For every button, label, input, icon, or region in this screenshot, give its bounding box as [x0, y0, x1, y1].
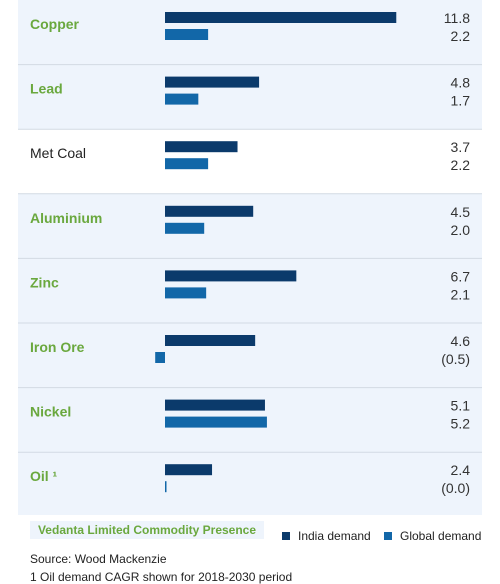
category-label: Oil ¹ — [30, 468, 58, 484]
row-background — [18, 0, 482, 65]
global-demand-value: (0.5) — [441, 351, 470, 367]
india-demand-value: 6.7 — [451, 268, 471, 284]
global-demand-bar — [165, 481, 167, 493]
legend-india-label: India demand — [298, 529, 371, 543]
row-background — [18, 64, 482, 130]
global-demand-bar — [165, 93, 199, 105]
global-demand-value: 5.2 — [451, 416, 471, 432]
row-background — [18, 452, 482, 515]
legend-global-swatch — [384, 532, 392, 540]
oil-footnote: 1 Oil demand CAGR shown for 2018-2030 pe… — [30, 570, 293, 584]
india-demand-value: 2.4 — [451, 462, 471, 478]
global-demand-value: 2.1 — [451, 286, 471, 302]
global-demand-bar — [165, 29, 209, 40]
global-demand-bar — [165, 416, 267, 428]
legend-global-label: Global demand — [400, 529, 482, 543]
global-demand-bar — [155, 352, 165, 363]
india-demand-bar — [165, 335, 256, 346]
category-label: Met Coal — [30, 145, 86, 161]
category-label: Nickel — [30, 404, 71, 420]
india-demand-value: 4.8 — [451, 75, 471, 91]
global-demand-bar — [165, 287, 207, 299]
india-demand-value: 11.8 — [444, 10, 470, 26]
india-demand-bar — [165, 141, 238, 153]
source-note: Source: Wood Mackenzie — [30, 552, 167, 566]
row-background — [18, 193, 482, 259]
presence-legend: Vedanta Limited Commodity Presence — [30, 521, 264, 539]
global-demand-bar — [165, 222, 205, 234]
global-demand-value: 2.0 — [451, 222, 471, 238]
commodity-demand-chart: Copper 11.8 2.2 Lead 4.8 1.7 Met Coal 3.7 2.2 Alu… — [18, 0, 482, 515]
global-demand-value: 1.7 — [451, 93, 471, 109]
global-demand-value: (0.0) — [441, 480, 470, 496]
india-demand-value: 5.1 — [451, 398, 471, 414]
row-background — [18, 323, 482, 388]
india-demand-bar — [165, 205, 254, 217]
india-demand-bar — [165, 76, 260, 88]
row-background — [18, 258, 482, 323]
global-demand-bar — [165, 158, 209, 170]
india-demand-bar — [165, 12, 397, 23]
india-demand-bar — [165, 464, 213, 476]
global-demand-value: 2.2 — [451, 157, 471, 173]
india-demand-value: 4.6 — [451, 333, 471, 349]
india-demand-bar — [165, 399, 265, 411]
legend-india-swatch — [282, 532, 290, 540]
india-demand-bar — [165, 270, 297, 282]
legend-global: Global demand — [384, 529, 481, 543]
india-demand-value: 4.5 — [451, 204, 471, 220]
category-label: Zinc — [30, 274, 59, 290]
legend-india: India demand — [282, 529, 371, 543]
global-demand-value: 2.2 — [451, 28, 471, 44]
india-demand-value: 3.7 — [451, 139, 471, 155]
row-background — [18, 129, 482, 194]
category-label: Copper — [30, 16, 80, 32]
category-label: Iron Ore — [30, 339, 85, 355]
category-label: Aluminium — [30, 210, 102, 226]
category-label: Lead — [30, 81, 63, 97]
